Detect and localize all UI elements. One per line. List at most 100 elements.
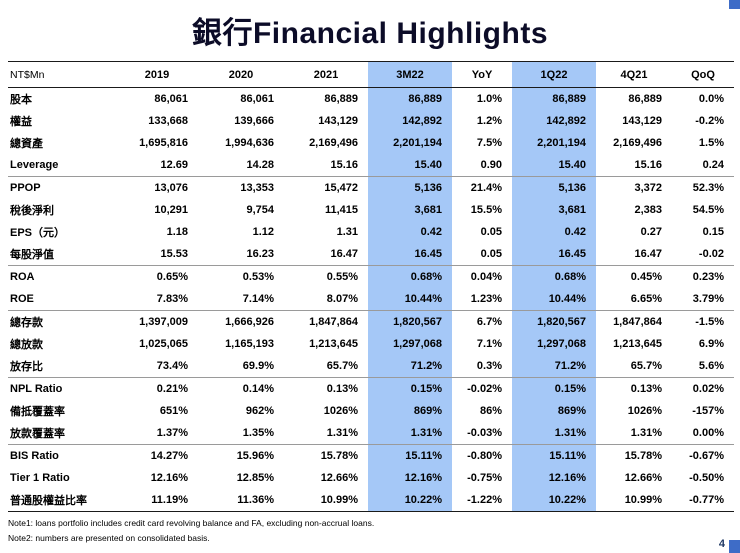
cell: 16.45: [512, 243, 596, 266]
table-row: 總存款 1,397,009 1,666,926 1,847,864 1,820,567 6…: [8, 310, 734, 333]
cell: 1.31%: [368, 422, 452, 445]
row-label: 放存比: [8, 355, 116, 378]
cell: 0.21%: [156, 383, 188, 395]
cell: 10.44%: [368, 288, 452, 311]
cell: 0.05: [452, 243, 512, 266]
cell: 86,889: [324, 93, 358, 105]
cell: 6.9%: [698, 338, 724, 350]
cell: 5.6%: [672, 355, 734, 378]
cell: 16.23: [198, 243, 284, 266]
cell: 869%: [512, 400, 596, 422]
cell: 0.13%: [630, 383, 662, 395]
page-number: 4: [718, 538, 725, 550]
cell: -0.67%: [689, 450, 724, 462]
cell: 12.16%: [512, 467, 596, 489]
cell: 0.42: [512, 221, 596, 243]
row-label: ROA: [10, 271, 35, 283]
column-header-4q21: 4Q21: [596, 61, 672, 88]
cell: 0.68%: [368, 265, 452, 288]
column-header-2019: 2019: [116, 61, 198, 88]
table-row: 普通股權益比率 11.19% 11.36% 10.99% 10.22% -1.22% 10.…: [8, 489, 734, 512]
row-label: EPS（元）: [10, 227, 66, 239]
cell: 54.5%: [692, 204, 724, 216]
table-header-row: NT$Mn 2019 2020 2021 3M22 YoY 1Q22 4Q21 QoQ: [8, 61, 734, 88]
table-row: 稅後淨利 10,291 9,754 11,415 3,681 15.5% 3,681 2,38…: [8, 199, 734, 221]
cell: -0.02%: [467, 383, 502, 395]
cell: 11.36%: [198, 489, 284, 512]
row-label: 每股淨值: [8, 243, 116, 266]
cell: 15.5%: [470, 204, 502, 216]
cell: 1.0%: [476, 93, 502, 105]
cell: 1.37%: [116, 422, 198, 445]
cell: 0.23%: [692, 271, 724, 283]
table-row: 總資產 1,695,816 1,994,636 2,169,496 2,201,194 7…: [8, 132, 734, 154]
cell: 52.3%: [692, 182, 724, 194]
cell: 962%: [245, 405, 274, 417]
row-label: 股本: [10, 94, 32, 106]
cell: 0.27: [640, 226, 662, 238]
cell: 1,695,816: [139, 137, 188, 149]
cell: 12.16%: [368, 467, 452, 489]
cell: 139,666: [234, 115, 274, 127]
table-row: PPOP 13,076 13,353 15,472 5,136 21.4% 5,136 3,3…: [8, 176, 734, 199]
row-label: Tier 1 Ratio: [10, 472, 70, 484]
cell: 10.99%: [284, 489, 368, 512]
cell: 1,820,567: [368, 310, 452, 333]
cell: 1,994,636: [225, 137, 274, 149]
cell: 65.7%: [284, 355, 368, 378]
cell: 0.53%: [242, 271, 274, 283]
footnote-1: Note1: loans portfolio includes credit c…: [8, 518, 375, 528]
cell: 12.66%: [624, 472, 662, 484]
table-row: 放存比 73.4% 69.9% 65.7% 71.2% 0.3% 71.2% 65.7% 5.6…: [8, 355, 734, 378]
cell: 15.16: [284, 154, 368, 177]
column-header-qoq: QoQ: [672, 61, 734, 88]
cell: 0.13%: [326, 383, 358, 395]
cell: 5,136: [512, 176, 596, 199]
footnotes: Note1: loans portfolio includes credit c…: [8, 516, 740, 546]
table-row: 備抵覆蓋率 651% 962% 1026% 869% 86% 869% 1026% -157%: [8, 400, 734, 422]
cell: 15.40: [512, 154, 596, 177]
column-header-3m22: 3M22: [368, 61, 452, 88]
cell: 16.45: [368, 243, 452, 266]
cell: 12.16%: [150, 472, 188, 484]
page-title: 銀行Financial Highlights: [191, 17, 548, 50]
cell: 3,681: [512, 199, 596, 221]
cell: 15.53: [116, 243, 198, 266]
cell: -1.22%: [452, 489, 512, 512]
cell: 1,165,193: [225, 338, 274, 350]
cell: 2,201,194: [512, 132, 596, 154]
cell: 1.23%: [452, 288, 512, 311]
cell: -0.80%: [467, 450, 502, 462]
column-header-2020: 2020: [198, 61, 284, 88]
cell: 143,129: [622, 115, 662, 127]
cell: 0.0%: [698, 93, 724, 105]
cell: 143,129: [318, 115, 358, 127]
cell: 6.65%: [596, 288, 672, 311]
cell: 12.69: [116, 154, 198, 177]
cell: 73.4%: [116, 355, 198, 378]
table-row: BIS Ratio 14.27% 15.96% 15.78% 15.11% -0.80% 1…: [8, 444, 734, 467]
cell: -0.50%: [689, 472, 724, 484]
cell: 651%: [159, 405, 188, 417]
cell: 14.27%: [150, 450, 188, 462]
cell: 1,847,864: [613, 316, 662, 328]
row-label: Leverage: [8, 154, 116, 177]
row-label: 總資產: [10, 138, 43, 150]
table-row: 股本 86,061 86,061 86,889 86,889 1.0% 86,889 86,8…: [8, 87, 734, 110]
table-row: 權益 133,668 139,666 143,129 142,892 1.2% 142,89…: [8, 110, 734, 132]
financial-table: NT$Mn 2019 2020 2021 3M22 YoY 1Q22 4Q21 QoQ 股本 8…: [8, 61, 734, 512]
cell: -0.2%: [695, 115, 724, 127]
cell: 142,892: [368, 110, 452, 132]
cell: 1.5%: [698, 137, 724, 149]
cell: 1,297,068: [512, 333, 596, 355]
table-row: ROA 0.65% 0.53% 0.55% 0.68% 0.04% 0.68% 0.45% 0.…: [8, 265, 734, 288]
unit-label: NT$Mn: [8, 61, 116, 88]
cell: 0.42: [368, 221, 452, 243]
cell: 10.44%: [512, 288, 596, 311]
cell: 71.2%: [512, 355, 596, 378]
cell: 86,061: [154, 93, 188, 105]
table-row: 總放款 1,025,065 1,165,193 1,213,645 1,297,068 7…: [8, 333, 734, 355]
cell: -1.5%: [695, 316, 724, 328]
cell: 133,668: [148, 115, 188, 127]
